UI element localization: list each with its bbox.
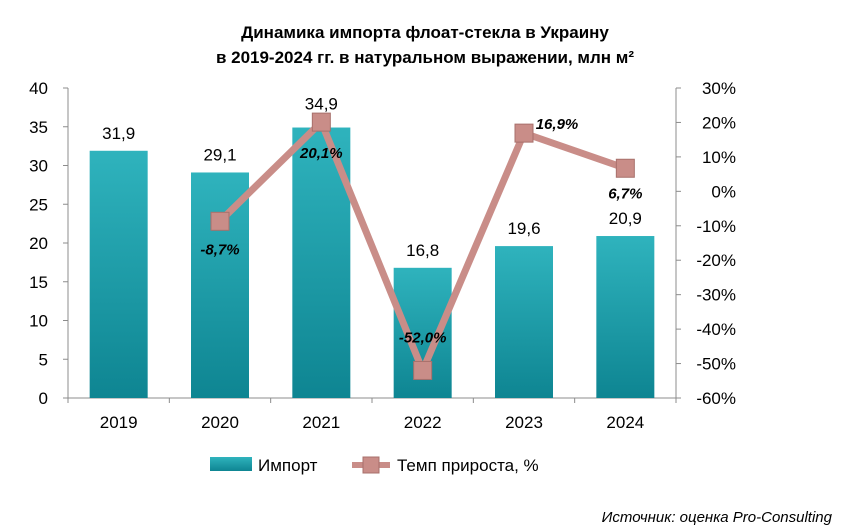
bar-data-label: 20,9 (609, 209, 642, 228)
right-tick-label: 10% (702, 148, 736, 167)
legend-bar-swatch (210, 457, 252, 471)
bar-data-label: 29,1 (203, 145, 236, 164)
x-tick-label: 2023 (505, 413, 543, 432)
growth-data-label: -52,0% (399, 329, 447, 346)
legend-bar-label: Импорт (258, 456, 318, 475)
left-tick-label: 15 (29, 273, 48, 292)
bar (89, 150, 148, 398)
bar (191, 172, 249, 398)
growth-data-label: 6,7% (608, 185, 642, 202)
growth-marker (413, 360, 433, 380)
right-tick-label: -20% (696, 251, 736, 270)
legend: Импорт Темп прироста, % (210, 456, 539, 475)
growth-data-label: -8,7% (200, 241, 239, 258)
x-tick-label: 2022 (404, 413, 442, 432)
bar-data-label: 16,8 (406, 241, 439, 260)
chart-title: Динамика импорта флоат-стекла в Украину (241, 23, 609, 42)
left-tick-label: 20 (29, 234, 48, 253)
bar-data-label: 34,9 (305, 95, 338, 114)
growth-data-label: 16,9% (536, 116, 579, 133)
growth-marker (311, 112, 331, 132)
bar-data-label: 19,6 (507, 219, 540, 238)
left-tick-label: 0 (39, 389, 48, 408)
x-tick-label: 2024 (606, 413, 644, 432)
right-tick-label: 0% (711, 182, 736, 201)
bar (596, 236, 655, 398)
left-tick-label: 35 (29, 118, 48, 137)
right-tick-label: -40% (696, 320, 736, 339)
right-tick-label: 20% (702, 113, 736, 132)
left-tick-label: 5 (39, 350, 48, 369)
plot-area: 0 5 10 15 20 25 30 35 40 -60% -50% -40% -30% -20% -10%… (29, 79, 736, 432)
left-tick-label: 25 (29, 195, 48, 214)
x-tick-label: 2020 (201, 413, 239, 432)
left-tick-label: 40 (29, 79, 48, 98)
right-tick-label: -60% (696, 389, 736, 408)
growth-marker (210, 211, 230, 231)
chart-subtitle: в 2019-2024 гг. в натуральном выражении,… (216, 48, 634, 67)
x-tick-label: 2019 (100, 413, 138, 432)
growth-data-label: 20,1% (299, 145, 343, 162)
right-tick-label: -50% (696, 355, 736, 374)
right-tick-label: 30% (702, 79, 736, 98)
right-tick-label: -10% (696, 217, 736, 236)
legend-line-label: Темп прироста, % (397, 456, 539, 475)
bar-data-label: 31,9 (102, 124, 135, 143)
left-tick-label: 10 (29, 312, 48, 331)
bar (495, 246, 553, 398)
growth-marker (514, 123, 534, 143)
legend-marker-swatch (362, 456, 380, 474)
x-tick-label: 2021 (302, 413, 340, 432)
left-tick-label: 30 (29, 157, 48, 176)
growth-marker (615, 158, 635, 178)
source-note: Источник: оценка Pro-Consulting (602, 509, 833, 526)
right-tick-label: -30% (696, 286, 736, 305)
